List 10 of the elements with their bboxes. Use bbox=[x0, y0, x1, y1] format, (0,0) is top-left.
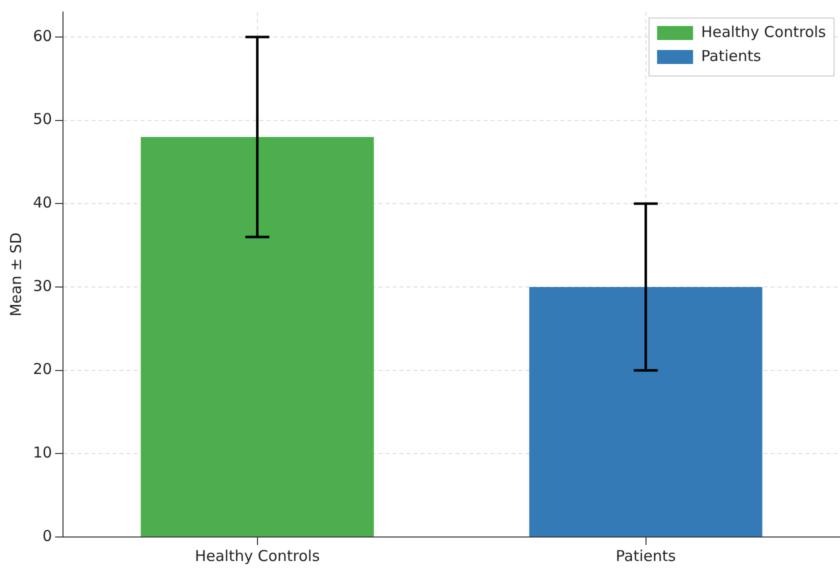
y-axis-title: Mean ± SD bbox=[6, 232, 25, 317]
legend-label: Patients bbox=[701, 46, 762, 65]
y-tick-label: 40 bbox=[32, 194, 52, 212]
y-tick-label: 10 bbox=[32, 444, 52, 462]
y-tick-label: 30 bbox=[32, 276, 52, 295]
y-tick-label: 50 bbox=[32, 110, 52, 128]
y-tick-label: 60 bbox=[32, 26, 52, 45]
legend-label: Healthy Controls bbox=[701, 22, 826, 41]
y-tick-label: 20 bbox=[32, 360, 52, 378]
y-tick-label: 0 bbox=[42, 526, 52, 545]
